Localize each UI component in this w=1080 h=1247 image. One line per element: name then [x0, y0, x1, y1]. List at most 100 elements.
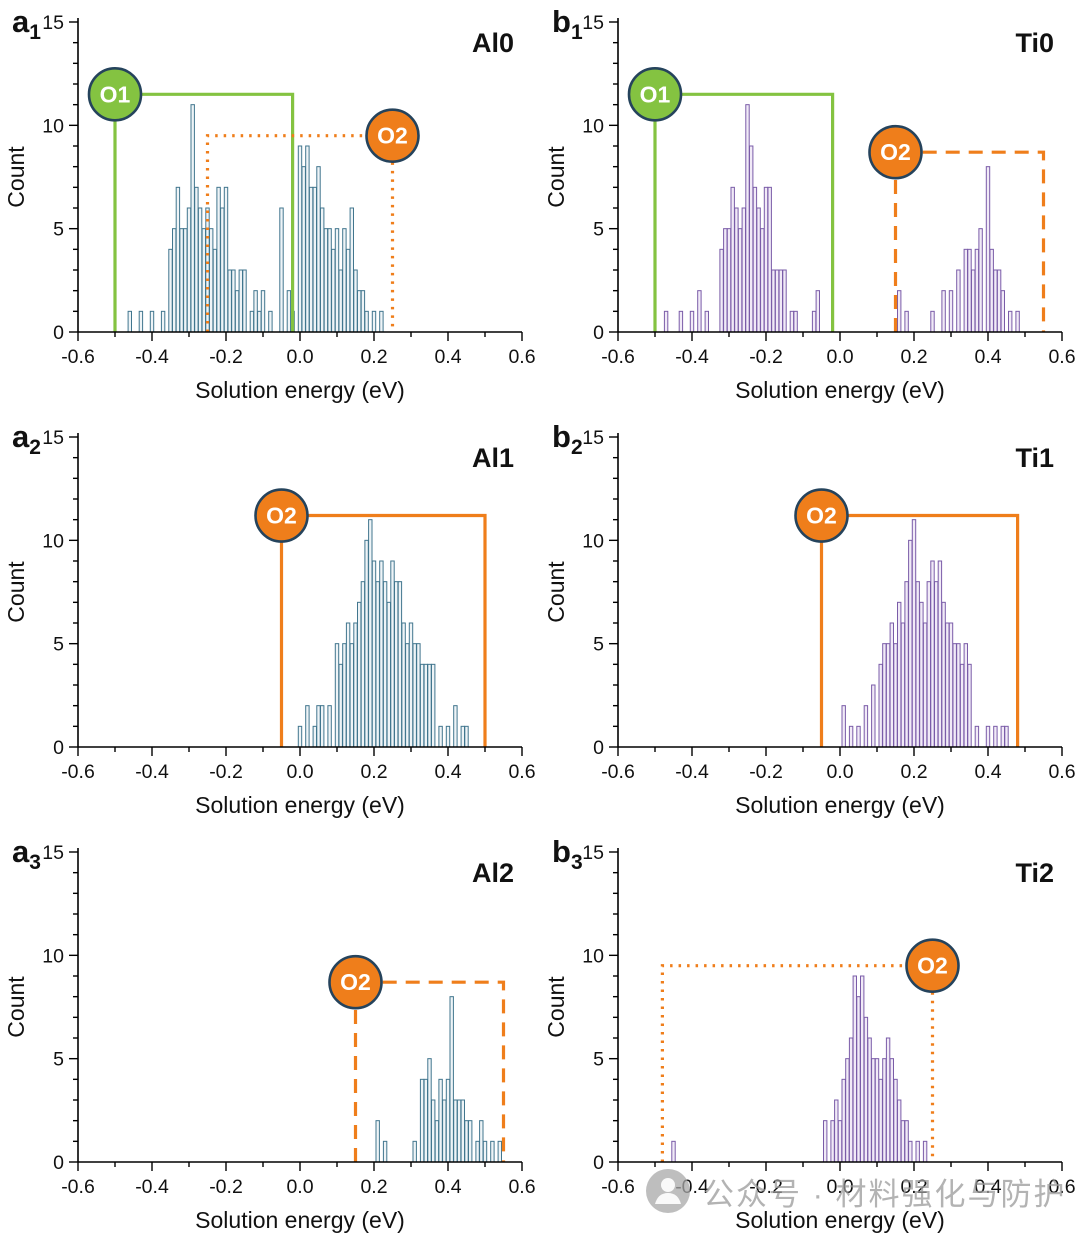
x-axis-title: Solution energy (eV)	[195, 792, 405, 818]
bar	[212, 248, 218, 333]
bar	[885, 1037, 891, 1163]
bar	[863, 1016, 869, 1163]
y-tick-label: 0	[53, 1152, 64, 1174]
bar	[789, 310, 795, 333]
bar	[382, 581, 388, 748]
x-axis-title: Solution energy (eV)	[195, 1207, 405, 1233]
x-tick-label: -0.4	[135, 761, 169, 783]
x-tick-label: 0.0	[826, 1176, 853, 1198]
x-tick-label: -0.6	[601, 1176, 635, 1198]
bar	[338, 269, 343, 333]
x-tick-label: -0.2	[749, 1176, 783, 1198]
bar	[431, 663, 436, 748]
bars-group	[127, 104, 384, 333]
bar	[453, 1099, 458, 1163]
bars-group	[841, 519, 1009, 748]
bars-group	[375, 996, 503, 1163]
bar	[741, 207, 747, 333]
bar	[445, 725, 451, 748]
bars-group	[671, 975, 928, 1163]
bar	[331, 248, 336, 333]
annotation-circle-o2: O2	[365, 108, 420, 163]
bar	[734, 207, 739, 333]
panel-label-b3: b3	[552, 834, 583, 875]
bar	[449, 996, 454, 1163]
bar	[301, 166, 306, 333]
bar	[375, 581, 380, 748]
y-tick-label: 10	[42, 530, 64, 552]
bar	[919, 601, 924, 748]
bar	[834, 1099, 839, 1163]
x-tick-label: 0.4	[434, 1176, 461, 1198]
bar	[371, 310, 377, 333]
bar	[308, 186, 314, 333]
x-tick-label: 0.4	[434, 761, 461, 783]
bar	[774, 269, 780, 333]
histogram-chart-ti2: O2 -0.6 -0.4 -0.2 0.0 0.2 0.4 0.6 0 5 10 15 Solution…	[543, 842, 1076, 1233]
bar	[767, 186, 772, 333]
bar	[782, 269, 787, 333]
bar	[186, 207, 192, 333]
histogram-chart-ti1: O2 -0.6 -0.4 -0.2 0.0 0.2 0.4 0.6 0 5 10 15 Solution…	[543, 427, 1076, 818]
annotation-label: O2	[377, 123, 408, 149]
bar	[941, 601, 946, 748]
bar	[723, 228, 728, 333]
bar	[915, 581, 920, 748]
bar	[490, 1140, 495, 1163]
bar	[893, 643, 898, 748]
bar	[320, 705, 325, 748]
bar	[878, 1078, 883, 1163]
bar	[926, 581, 932, 748]
bar	[475, 1140, 480, 1163]
bar	[423, 1078, 429, 1163]
bar	[841, 1078, 846, 1163]
bar	[963, 643, 969, 748]
bar	[671, 1140, 676, 1163]
panel-a3: a3 O2 -0.6 -0.4 -0.2 0.0 0.2 0.4 0.6 0 5 10 15 Solut…	[0, 830, 540, 1247]
x-tick-label: 0.2	[360, 761, 387, 783]
y-tick-label: 10	[42, 945, 64, 967]
bar	[327, 228, 332, 333]
bar	[172, 228, 177, 333]
bar	[730, 186, 735, 333]
bar	[464, 1120, 469, 1163]
bar	[848, 725, 854, 748]
bar	[371, 560, 377, 748]
bar	[900, 1120, 906, 1163]
bar	[231, 269, 236, 333]
bar	[334, 228, 340, 333]
x-tick-label: -0.6	[61, 346, 95, 368]
y-axis-title: Count	[3, 146, 29, 208]
y-tick-label: 0	[593, 1152, 604, 1174]
bar	[778, 269, 784, 333]
bar	[149, 310, 155, 333]
bars-group	[297, 519, 469, 748]
bar	[904, 581, 909, 748]
bar	[945, 622, 950, 748]
x-tick-label: 0.4	[974, 346, 1001, 368]
bar	[349, 207, 355, 333]
annotation-circle-o1: O1	[627, 67, 683, 122]
bar	[871, 684, 876, 748]
y-axis-title: Count	[543, 561, 569, 623]
y-tick-label: 5	[593, 1049, 604, 1071]
panel-title: Al0	[472, 28, 514, 58]
bar	[190, 104, 195, 333]
panel-b3: b3 O2 -0.6 -0.4 -0.2 0.0 0.2 0.4 0.6 0 5 10 15 Solut…	[540, 830, 1080, 1247]
bar	[845, 1058, 850, 1163]
x-axis-title: Solution energy (eV)	[735, 377, 945, 403]
bar	[427, 1058, 432, 1163]
bar	[893, 1078, 898, 1163]
panel-label-a1: a1	[12, 4, 41, 45]
x-tick-label: 0.0	[286, 761, 313, 783]
bar	[952, 643, 957, 748]
bar	[771, 269, 776, 333]
x-tick-label: -0.4	[135, 1176, 169, 1198]
bar	[841, 705, 846, 748]
annotation-circle-o1: O1	[87, 67, 143, 122]
bar	[357, 290, 362, 333]
bar	[412, 643, 417, 748]
annotation-box-o1	[113, 92, 295, 332]
bar	[971, 269, 976, 333]
